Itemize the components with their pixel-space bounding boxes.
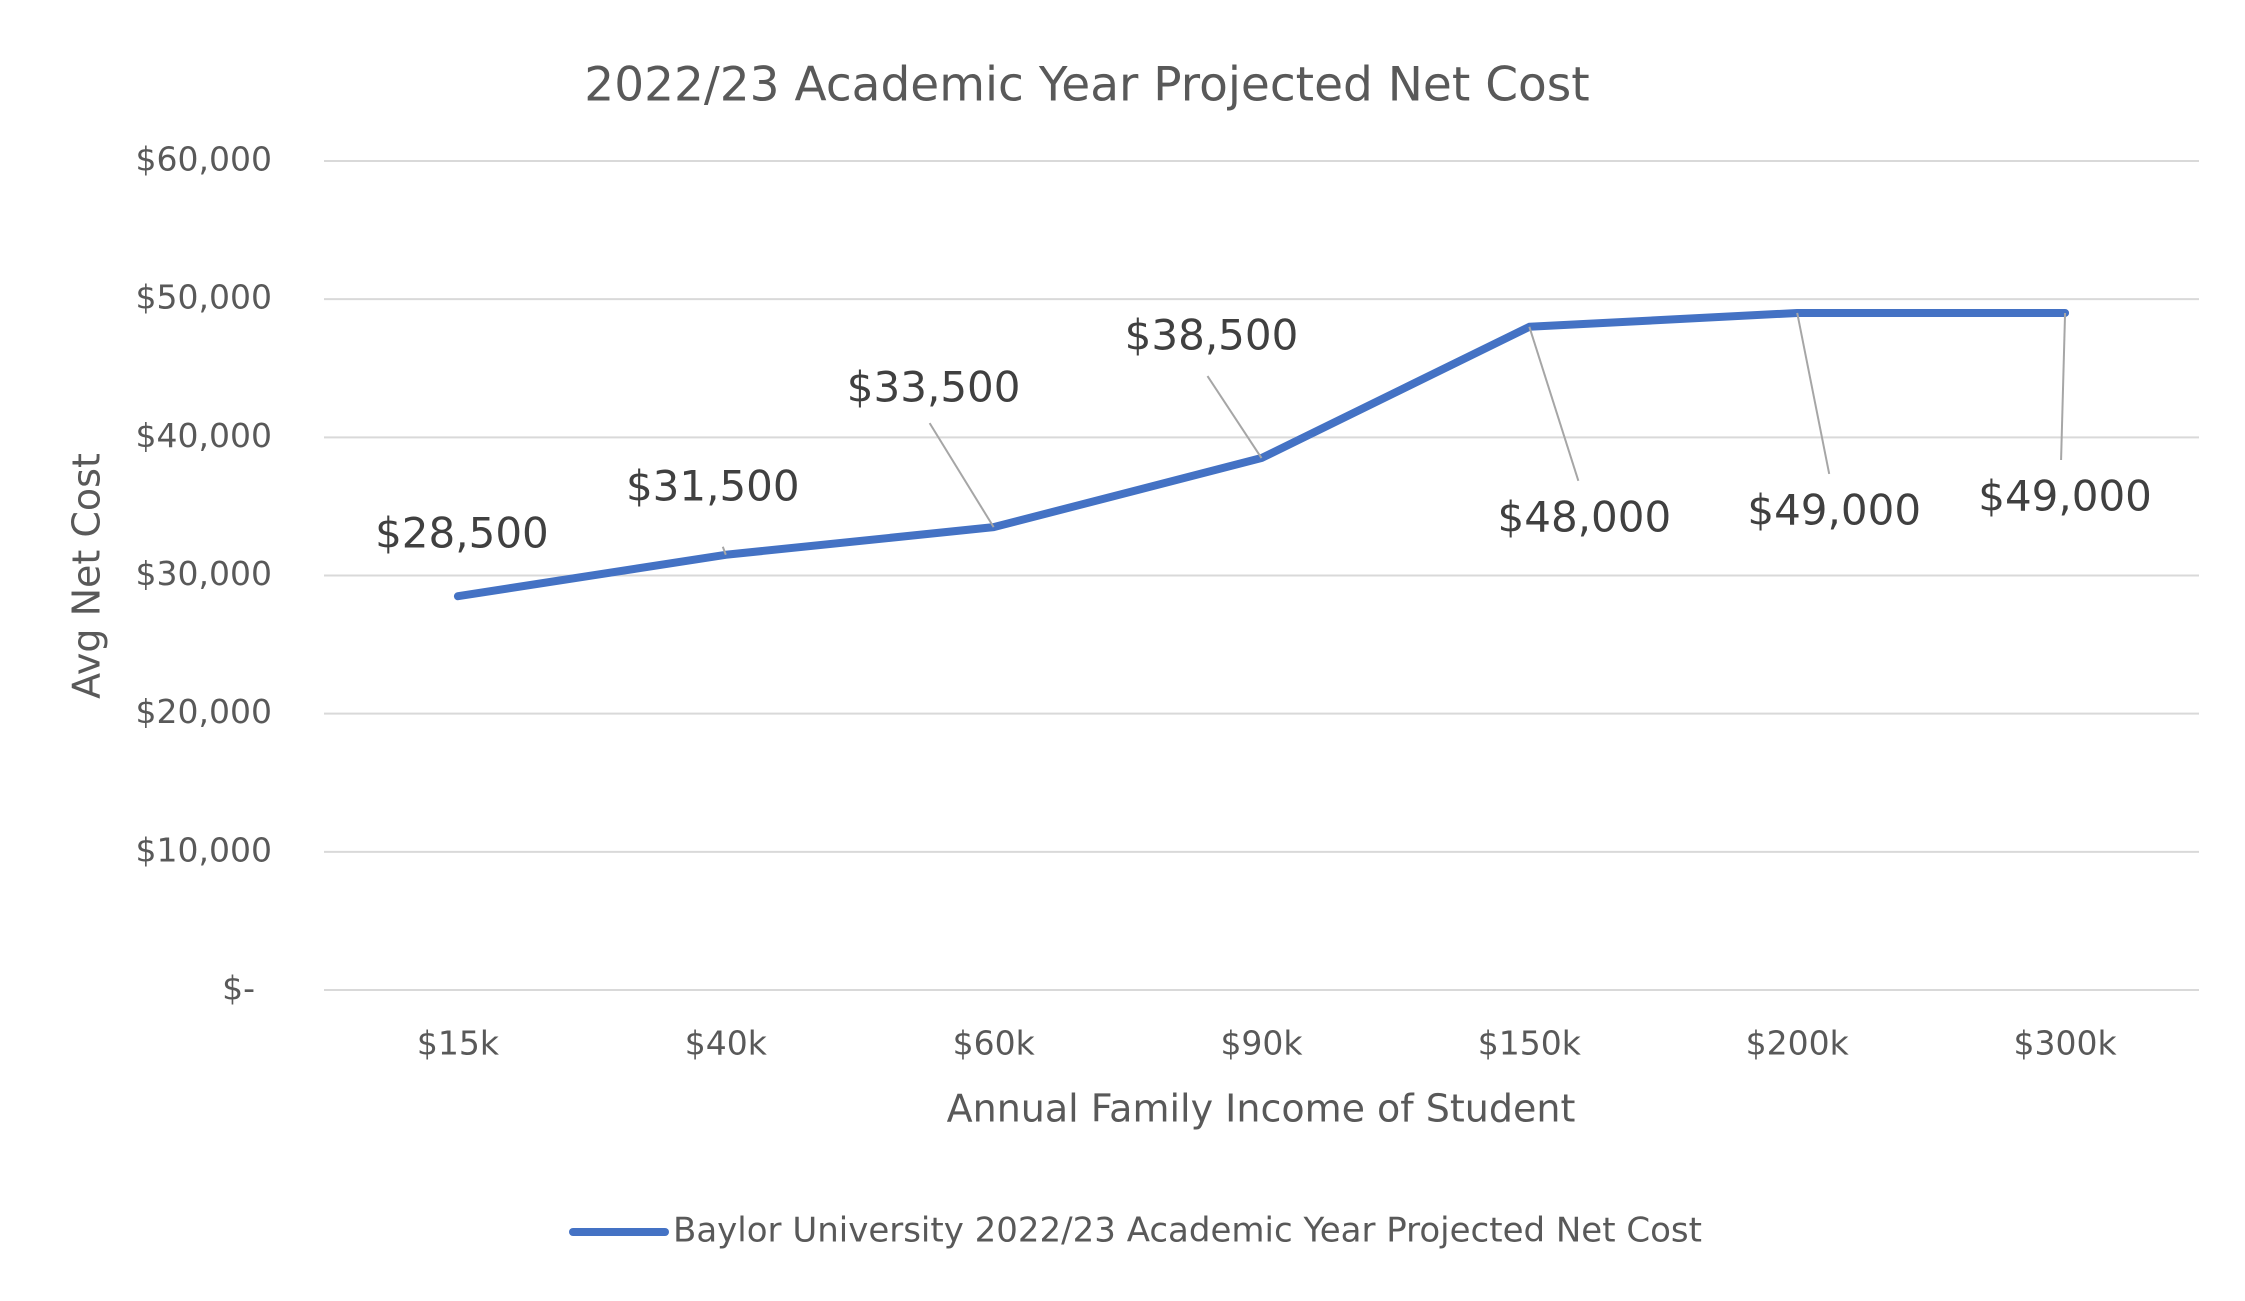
x-tick-label: $40k [685,1024,768,1063]
data-label: $38,500 [1125,311,1299,360]
leader-line [1528,326,1580,482]
y-tick-label: $20,000 [136,692,272,731]
data-label: $28,500 [375,509,549,558]
leader-line [1796,312,1831,475]
data-label: $48,000 [1498,492,1672,541]
x-tick-label: $150k [1478,1024,1582,1063]
data-label: $49,000 [1978,471,2152,520]
y-tick-label: $- [222,969,255,1008]
x-tick-label: $60k [953,1024,1036,1063]
x-tick-label: $200k [1746,1024,1850,1063]
y-tick-label: $30,000 [136,554,272,593]
data-label: $49,000 [1747,485,1921,534]
x-tick-label: $300k [2014,1024,2118,1063]
x-axis-title: Annual Family Income of Student [947,1087,1576,1131]
x-tick-label: $90k [1220,1024,1303,1063]
legend-label: Baylor University 2022/23 Academic Year … [673,1211,1702,1251]
data-label: $33,500 [847,363,1021,412]
y-axis-title: Avg Net Cost [65,453,109,699]
leader-line [928,422,995,528]
leader-line [1206,375,1263,459]
y-tick-label: $10,000 [136,830,272,869]
chart-title: 2022/23 Academic Year Projected Net Cost [584,58,1589,113]
x-tick-label: $15k [417,1024,500,1063]
y-tick-label: $60,000 [136,140,272,179]
y-tick-label: $50,000 [136,278,272,317]
leader-line [721,546,727,556]
y-tick-label: $40,000 [136,416,272,455]
data-label: $31,500 [626,461,800,510]
leader-line [2060,312,2067,461]
